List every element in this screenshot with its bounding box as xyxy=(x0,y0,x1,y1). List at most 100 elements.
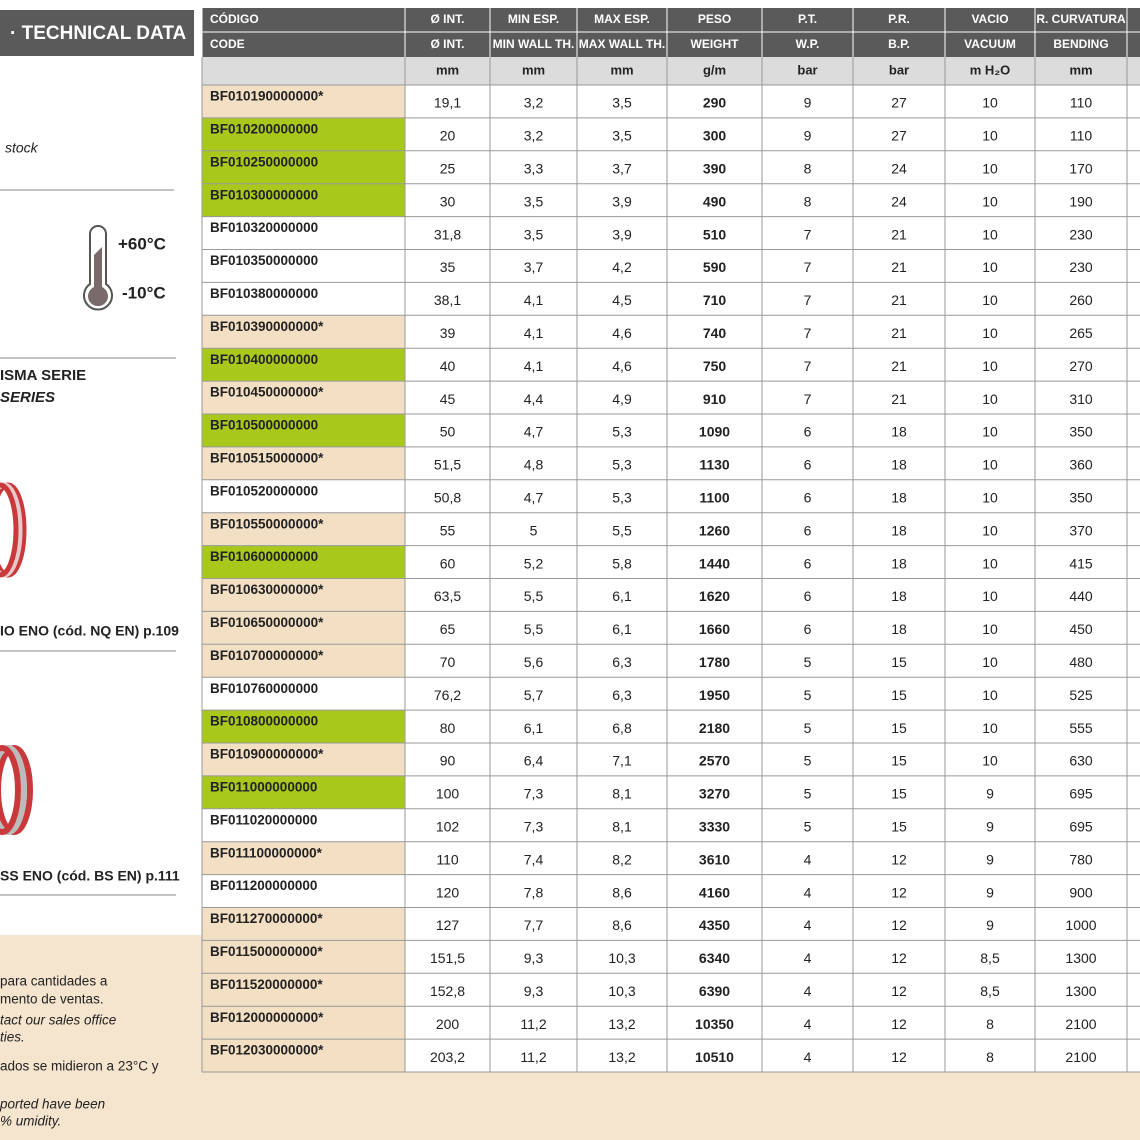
cell: 6 xyxy=(804,588,812,604)
cell: 3,7 xyxy=(524,259,544,275)
cell: 152,8 xyxy=(430,983,465,999)
cell: 4 xyxy=(804,884,812,900)
cell: 4,1 xyxy=(524,358,544,374)
cell: 60 xyxy=(440,555,456,571)
cell: 7 xyxy=(804,226,812,242)
cell: 15 xyxy=(891,786,907,802)
cell: 39 xyxy=(440,325,456,341)
column-header: P.R. xyxy=(888,12,910,26)
cell: 9 xyxy=(986,851,994,867)
cell: 8,5 xyxy=(980,950,1000,966)
cell: 1300 xyxy=(1065,983,1096,999)
cell: 7 xyxy=(804,292,812,308)
cell: 265 xyxy=(1069,325,1093,341)
column-header-en: CODE xyxy=(210,37,245,51)
product-code: BF010800000000 xyxy=(210,714,318,729)
column-header: CÓDIGO xyxy=(210,11,259,26)
cell: 5,3 xyxy=(612,424,632,440)
cell: 31,8 xyxy=(434,226,461,242)
related-product: IO ENO (cód. NQ EN) p.109 xyxy=(0,623,179,639)
cell: 18 xyxy=(891,588,907,604)
cell: 510 xyxy=(703,226,727,242)
cell: 7 xyxy=(804,391,812,407)
cell: 24 xyxy=(891,193,907,209)
cell: 7 xyxy=(804,358,812,374)
cell: 10,3 xyxy=(608,950,635,966)
cell: 10 xyxy=(982,358,998,374)
product-code: BF010650000000* xyxy=(210,615,324,630)
column-header-en: BENDING xyxy=(1053,37,1108,51)
footnote: % umidity. xyxy=(0,1114,61,1129)
product-code: BF010300000000 xyxy=(210,187,318,202)
cell: 6 xyxy=(804,457,812,473)
cell: 415 xyxy=(1069,555,1093,571)
series-es: ISMA SERIE xyxy=(0,367,86,384)
cell: 8 xyxy=(804,193,812,209)
cell: 10 xyxy=(982,457,998,473)
cell: 51,5 xyxy=(434,457,461,473)
code-cell xyxy=(202,216,405,250)
cell: 110 xyxy=(436,851,459,867)
cell: 27 xyxy=(891,128,907,144)
code-cell xyxy=(202,150,405,184)
cell: 1440 xyxy=(699,555,730,571)
cell: 11,2 xyxy=(520,1049,546,1065)
code-cell xyxy=(202,907,405,941)
column-header: VACIO xyxy=(971,12,1008,26)
cell: 4,1 xyxy=(524,292,544,308)
cell: 360 xyxy=(1069,457,1093,473)
cell: 4 xyxy=(804,1016,812,1032)
code-cell xyxy=(202,775,405,809)
footnote: mento de ventas. xyxy=(0,992,104,1007)
code-cell xyxy=(202,479,405,513)
cell: 310 xyxy=(1069,391,1093,407)
cell: 24 xyxy=(891,161,907,177)
code-cell xyxy=(202,446,405,480)
cell: 18 xyxy=(891,621,907,637)
cell: 9,3 xyxy=(524,983,544,999)
cell: 5,5 xyxy=(524,621,544,637)
cell: 70 xyxy=(440,654,456,670)
cell: 15 xyxy=(891,654,907,670)
column-header-en: VACUUM xyxy=(964,37,1016,51)
code-cell xyxy=(202,414,405,447)
product-code: BF010600000000 xyxy=(210,549,318,564)
code-cell xyxy=(202,808,405,842)
cell: 3610 xyxy=(699,851,730,867)
cell: 3330 xyxy=(699,819,730,835)
column-header-en: W.P. xyxy=(796,37,820,51)
cell: 260 xyxy=(1069,292,1093,308)
cell: 3,5 xyxy=(612,128,632,144)
column-header-en: B.P. xyxy=(888,37,910,51)
cell: 15 xyxy=(891,720,907,736)
code-cell xyxy=(202,940,405,974)
cell: 10 xyxy=(982,325,998,341)
cell: 490 xyxy=(703,193,727,209)
cell: 390 xyxy=(703,161,727,177)
cell: 3,2 xyxy=(524,95,544,111)
cell: 18 xyxy=(891,522,907,538)
cell: 5,5 xyxy=(524,588,544,604)
sidebar-header: · TECHNICAL DATA xyxy=(10,23,187,44)
cell: 5 xyxy=(804,819,812,835)
hose-image xyxy=(0,482,27,578)
cell: 9 xyxy=(804,128,812,144)
code-cell xyxy=(202,183,405,217)
cell: 10 xyxy=(982,753,998,769)
cell: 2100 xyxy=(1065,1049,1096,1065)
cell: 10 xyxy=(982,193,998,209)
cell: 4160 xyxy=(699,884,730,900)
cell: 1300 xyxy=(1065,950,1096,966)
cell: 5 xyxy=(804,687,812,703)
cell: 151,5 xyxy=(430,950,465,966)
cell: 21 xyxy=(891,325,907,341)
cell: 5,8 xyxy=(612,555,632,571)
cell: 7 xyxy=(804,325,812,341)
cell: 3,7 xyxy=(612,161,632,177)
cell: 1100 xyxy=(699,490,730,506)
unit: mm xyxy=(610,62,633,77)
cell: 695 xyxy=(1069,786,1093,802)
footnote: para cantidades a xyxy=(0,974,108,989)
cell: 1660 xyxy=(699,621,730,637)
cell: 18 xyxy=(891,457,907,473)
